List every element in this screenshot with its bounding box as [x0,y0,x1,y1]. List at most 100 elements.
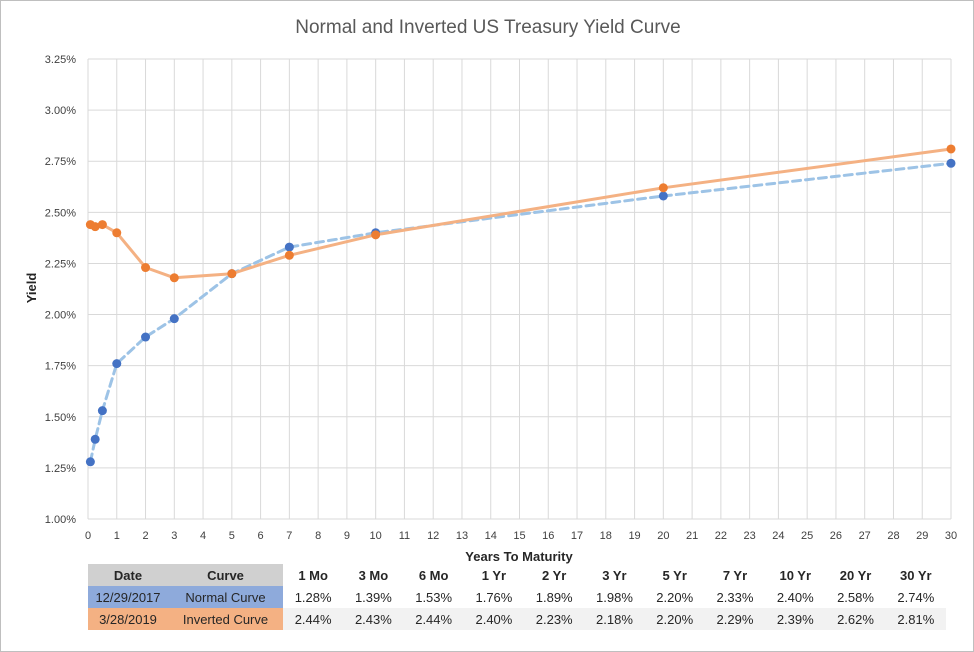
header-tenor: 10 Yr [765,564,826,586]
y-tick-label: 1.50% [45,412,76,424]
yield-cell: 2.39% [765,608,826,630]
yield-cell: 2.18% [584,608,645,630]
header-curve: Curve [168,564,283,586]
header-tenor: 6 Mo [403,564,464,586]
x-tick-label: 22 [715,530,727,542]
yield-cell: 1.89% [524,586,585,608]
header-tenor: 20 Yr [825,564,886,586]
x-tick-label: 30 [945,530,957,542]
data-point [946,158,956,168]
y-tick-label: 1.75% [45,361,76,373]
chart-title: Normal and Inverted US Treasury Yield Cu… [295,17,680,38]
data-point [658,191,668,201]
x-tick-label: 5 [229,530,235,542]
yield-cell: 2.44% [283,608,344,630]
data-point [227,269,237,279]
y-tick-label: 2.50% [45,207,76,219]
header-tenor: 30 Yr [885,564,946,586]
x-tick-label: 16 [542,530,554,542]
header-tenor: 7 Yr [704,564,766,586]
yield-cell: 2.74% [885,586,946,608]
y-tick-label: 3.25% [45,54,76,66]
data-point [90,222,100,232]
header-tenor: 1 Mo [283,564,344,586]
x-tick-label: 29 [916,530,928,542]
data-point [946,144,956,154]
row-date: 12/29/2017 [88,586,168,608]
yield-cell: 2.44% [403,608,464,630]
x-tick-label: 24 [772,530,784,542]
x-tick-label: 7 [286,530,292,542]
yield-cell: 2.20% [644,586,705,608]
data-point [97,220,107,230]
y-axis-title: Yield [24,273,39,304]
x-tick-label: 19 [628,530,640,542]
yield-table: Date Curve 1 Mo 3 Mo 6 Mo 1 Yr 2 Yr 3 Yr… [88,564,946,630]
x-tick-label: 14 [485,530,497,542]
x-tick-label: 3 [171,530,177,542]
x-axis-title: Years To Maturity [465,549,573,564]
header-tenor: 5 Yr [644,564,705,586]
yield-cell: 1.39% [343,586,404,608]
yield-cell: 2.43% [343,608,404,630]
grid [87,58,952,520]
yield-cell: 2.23% [524,608,585,630]
y-tick-label: 2.00% [45,310,76,322]
x-tick-label: 4 [200,530,206,542]
x-tick-label: 1 [114,530,120,542]
yield-cell: 1.76% [463,586,525,608]
data-point [284,242,294,252]
data-point [658,183,668,193]
y-axis-ticks: 1.00% 1.25% 1.50% 1.75% 2.00% 2.25% 2.50% 2.75%… [45,54,76,526]
header-date: Date [88,564,168,586]
yield-cell: 1.53% [403,586,464,608]
header-tenor: 2 Yr [524,564,585,586]
y-tick-label: 2.75% [45,156,76,168]
data-point [85,457,95,467]
x-tick-label: 20 [657,530,669,542]
y-tick-label: 1.00% [45,514,76,526]
data-point [141,332,151,342]
yield-curve-chart: Normal and Inverted US Treasury Yield Cu… [24,17,957,564]
table-row-inverted: 3/28/2019 Inverted Curve 2.44% 2.43% 2.4… [88,608,946,630]
x-tick-label: 0 [85,530,91,542]
x-axis-ticks: 0 1 2 3 4 5 6 7 8 9 10 11 12 13 14 15 16 17 18 19 20 21 22 23 24… [85,530,957,542]
data-point [97,406,107,416]
data-point [112,228,122,238]
x-tick-label: 10 [370,530,382,542]
series-layer [85,144,956,467]
data-point [284,250,294,260]
yield-cell: 1.98% [584,586,645,608]
x-tick-label: 23 [744,530,756,542]
data-point [90,434,100,444]
table-row-normal: 12/29/2017 Normal Curve 1.28% 1.39% 1.53… [88,586,946,608]
y-tick-label: 2.25% [45,258,76,270]
x-tick-label: 27 [859,530,871,542]
yield-cell: 2.40% [463,608,525,630]
table-header-row: Date Curve 1 Mo 3 Mo 6 Mo 1 Yr 2 Yr 3 Yr… [88,564,946,586]
yield-cell: 2.58% [825,586,886,608]
x-tick-label: 12 [427,530,439,542]
x-tick-label: 17 [571,530,583,542]
x-tick-label: 11 [399,530,410,542]
data-point [169,273,179,283]
yield-cell: 1.28% [283,586,344,608]
x-tick-label: 8 [315,530,321,542]
x-tick-label: 28 [887,530,899,542]
x-tick-label: 26 [830,530,842,542]
row-curve: Normal Curve [168,586,283,608]
data-point [169,314,179,324]
header-tenor: 3 Yr [584,564,645,586]
x-tick-label: 6 [258,530,264,542]
data-point [141,263,151,273]
data-point [112,359,122,369]
row-date: 3/28/2019 [88,608,168,630]
yield-cell: 2.29% [704,608,766,630]
yield-cell: 2.33% [704,586,766,608]
header-tenor: 1 Yr [463,564,525,586]
yield-cell: 2.81% [885,608,946,630]
yield-cell: 2.62% [825,608,886,630]
header-tenor: 3 Mo [343,564,404,586]
x-tick-label: 15 [513,530,525,542]
x-tick-label: 18 [600,530,612,542]
